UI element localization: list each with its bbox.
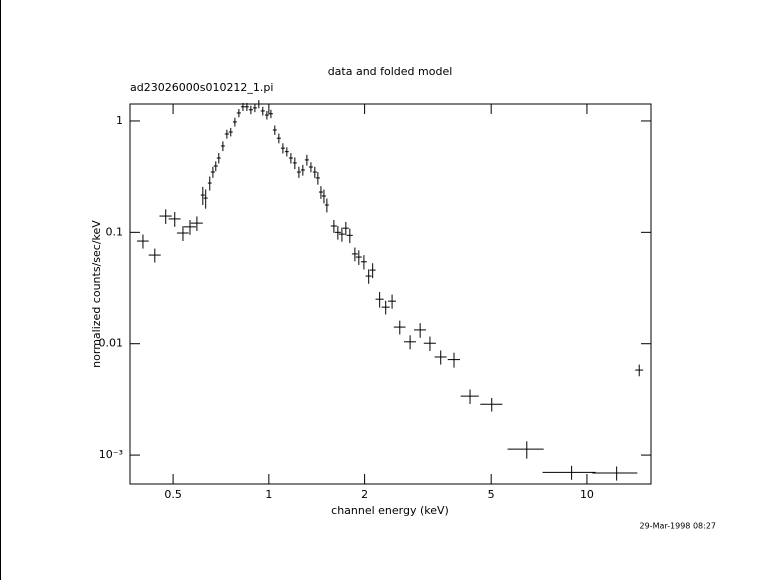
timestamp: 29-Mar-1998 08:27 — [640, 522, 717, 531]
chart-title: data and folded model — [328, 65, 453, 78]
x-axis-label: channel energy (keV) — [331, 504, 449, 517]
x-tick-label: 5 — [488, 488, 495, 501]
x-tick-label: 1 — [265, 488, 272, 501]
y-tick-label: 0.01 — [99, 337, 124, 350]
y-tick-label: 10⁻³ — [99, 448, 123, 461]
x-tick-label: 0.5 — [164, 488, 182, 501]
x-tick-label: 2 — [361, 488, 368, 501]
plot-frame — [129, 103, 652, 485]
y-axis-label: normalized counts/sec/keV — [90, 220, 103, 368]
y-tick-label: 1 — [116, 114, 123, 127]
chart-subtitle: ad23026000s010212_1.pi — [130, 81, 273, 94]
y-tick-label: 0.1 — [106, 225, 124, 238]
x-tick-label: 10 — [580, 488, 594, 501]
